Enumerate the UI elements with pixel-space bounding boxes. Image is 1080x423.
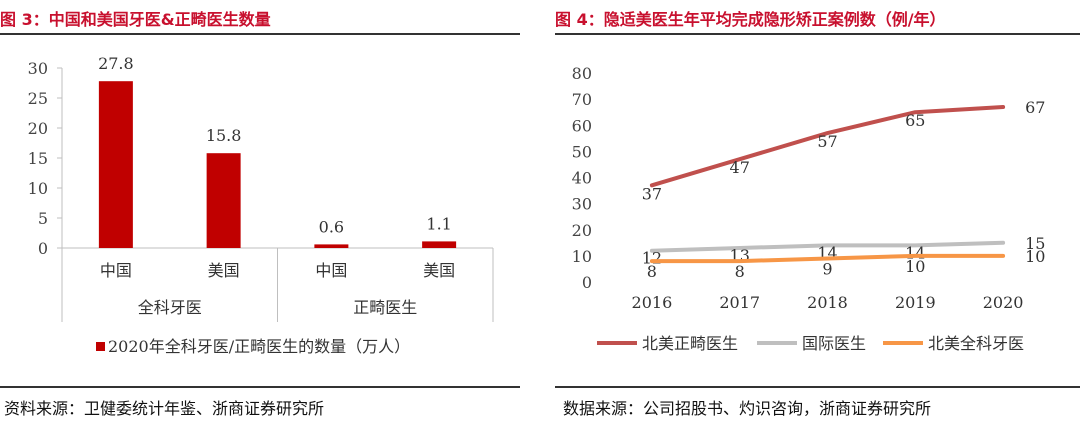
x-tick-label: 美国 [423,261,455,280]
group-label: 全科牙医 [138,298,202,317]
y-tick-label: 10 [28,179,48,198]
y-tick-label: 80 [572,64,592,83]
x-tick-label: 2017 [719,293,760,312]
x-tick-label: 中国 [315,261,347,280]
x-tick-label: 美国 [208,261,240,280]
series-line [649,105,1006,188]
data-label: 10 [905,257,925,276]
y-tick-label: 60 [572,116,592,135]
bar [206,153,241,248]
y-tick-label: 70 [572,90,592,109]
data-label: 10 [1025,247,1045,266]
data-label: 67 [1025,98,1045,117]
y-tick-label: 30 [28,59,48,78]
y-tick-label: 50 [572,142,592,161]
x-tick-label: 2018 [807,293,848,312]
left-figure-title: 图 3：中国和美国牙医&正畸医生数量 [0,10,271,29]
right-figure-title: 图 4：隐适美医生年平均完成隐形矫正案例数（例/年） [555,10,946,29]
y-tick-label: 0 [38,239,48,258]
x-tick-label: 中国 [100,261,132,280]
y-tick-label: 0 [582,273,592,292]
right-footer-rule [555,386,1080,388]
data-label: 8 [735,262,745,281]
line-chart: 0 10 20 30 40 50 60 70 80 2016 2017 2018 2019 2020 37 4… [572,64,1046,353]
data-label: 9 [822,259,832,278]
data-label: 0.6 [319,217,344,236]
data-label: 15.8 [206,126,242,145]
x-tick-label: 2019 [895,293,936,312]
x-tick-label: 2020 [983,293,1024,312]
right-title-rule [555,33,1080,35]
left-source-note: 资料来源：卫健委统计年鉴、浙商证券研究所 [4,399,325,418]
series-line [649,240,1006,253]
legend-swatch [96,342,105,351]
bar [422,241,457,248]
bar [98,81,133,248]
right-figure-panel: 图 4：隐适美医生年平均完成隐形矫正案例数（例/年） 0 10 20 30 40 50 60… [555,0,1080,423]
data-label: 47 [730,158,750,177]
y-tick-label: 40 [572,169,592,188]
data-label: 1.1 [426,214,451,233]
group-label: 正畸医生 [353,298,417,317]
legend-label: 2020年全科牙医/正畸医生的数量（万人） [108,337,410,356]
legend-label: 北美全科牙医 [928,334,1024,353]
data-label: 65 [905,111,925,130]
y-tick-label: 20 [572,221,592,240]
y-tick-label: 30 [572,195,592,214]
bar [314,244,349,248]
right-source-note: 数据来源：公司招股书、灼识咨询，浙商证券研究所 [563,399,932,418]
legend-label: 北美正畸医生 [642,334,738,353]
series-line [649,253,1006,264]
left-figure-panel: 图 3：中国和美国牙医&正畸医生数量 0 5 10 15 20 25 30 27.8 中国 15.… [0,0,520,423]
left-title-rule [0,33,520,35]
left-footer-rule [0,386,520,388]
data-label: 37 [642,184,662,203]
data-label: 15 [1025,234,1045,253]
y-tick-label: 15 [28,149,48,168]
x-tick-label: 2016 [632,293,673,312]
y-tick-label: 20 [28,119,48,138]
data-label: 57 [817,132,837,151]
legend-label: 国际医生 [802,334,866,353]
y-tick-label: 10 [572,247,592,266]
data-label: 27.8 [98,54,134,73]
y-tick-label: 5 [38,209,48,228]
data-label: 8 [647,262,657,281]
y-tick-label: 25 [28,89,48,108]
